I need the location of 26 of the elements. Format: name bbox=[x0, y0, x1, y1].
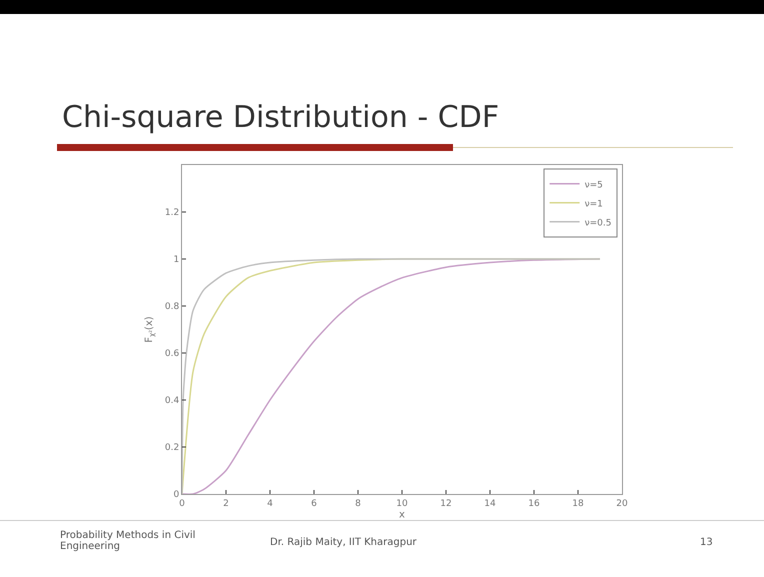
y-tick-label: 0 bbox=[173, 490, 180, 500]
x-tick-label: 4 bbox=[267, 498, 274, 509]
x-tick-label: 6 bbox=[311, 498, 318, 509]
chart-title: Chi-square Distribution - CDF bbox=[62, 100, 500, 135]
y-tick-label: 0.8 bbox=[164, 302, 180, 312]
y-tick-label: 0.4 bbox=[164, 396, 180, 406]
x-tick-label: 12 bbox=[440, 498, 452, 509]
legend-label: ν=1 bbox=[584, 199, 603, 210]
text: Probability Methods in Civil Engineering bbox=[60, 530, 196, 552]
x-axis-title: x bbox=[399, 509, 406, 520]
y-tick-label: 0.6 bbox=[164, 349, 180, 360]
legend-label: ν=0.5 bbox=[584, 218, 612, 228]
x-tick-label: 14 bbox=[484, 498, 496, 509]
x-tick-label: 20 bbox=[616, 498, 628, 509]
text: 13 bbox=[700, 537, 713, 548]
x-tick-label: 10 bbox=[396, 498, 408, 509]
x-tick-label: 16 bbox=[528, 498, 540, 509]
x-tick-label: 2 bbox=[223, 498, 229, 509]
x-tick-label: 8 bbox=[355, 498, 362, 509]
x-tick-label: 18 bbox=[572, 498, 584, 509]
text: Dr. Rajib Maity, IIT Kharagpur bbox=[270, 537, 417, 548]
y-tick-label: 0.2 bbox=[164, 443, 180, 454]
y-tick-label: 1.2 bbox=[164, 208, 180, 218]
legend-label: ν=5 bbox=[584, 180, 603, 190]
y-tick-label: 1 bbox=[173, 255, 180, 266]
line-series bbox=[182, 258, 601, 494]
